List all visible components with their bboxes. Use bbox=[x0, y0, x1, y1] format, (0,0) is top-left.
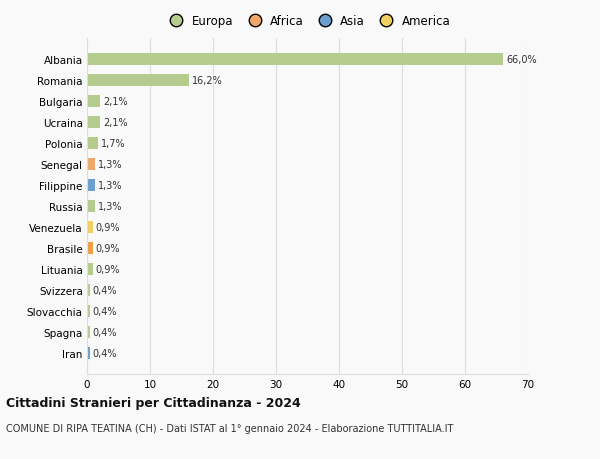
Bar bbox=[87, 180, 95, 191]
Bar bbox=[87, 306, 89, 317]
Bar bbox=[87, 285, 89, 296]
Bar bbox=[87, 138, 98, 150]
Text: 1,3%: 1,3% bbox=[98, 160, 123, 170]
Text: 66,0%: 66,0% bbox=[506, 55, 536, 65]
Bar bbox=[87, 96, 100, 107]
Text: 1,7%: 1,7% bbox=[101, 139, 125, 149]
Text: 0,9%: 0,9% bbox=[96, 243, 121, 253]
Bar bbox=[87, 75, 189, 87]
Text: 16,2%: 16,2% bbox=[192, 76, 223, 86]
Text: 1,3%: 1,3% bbox=[98, 202, 123, 212]
Bar bbox=[87, 54, 503, 66]
Text: 0,9%: 0,9% bbox=[96, 223, 121, 232]
Text: 2,1%: 2,1% bbox=[103, 118, 128, 128]
Bar bbox=[87, 326, 89, 338]
Bar bbox=[87, 117, 100, 129]
Text: 0,4%: 0,4% bbox=[92, 327, 117, 337]
Legend: Europa, Africa, Asia, America: Europa, Africa, Asia, America bbox=[161, 11, 454, 31]
Bar bbox=[87, 347, 89, 359]
Bar bbox=[87, 201, 95, 213]
Text: Cittadini Stranieri per Cittadinanza - 2024: Cittadini Stranieri per Cittadinanza - 2… bbox=[6, 396, 301, 409]
Text: 1,3%: 1,3% bbox=[98, 181, 123, 190]
Text: 0,4%: 0,4% bbox=[92, 306, 117, 316]
Text: 0,4%: 0,4% bbox=[92, 348, 117, 358]
Text: 0,4%: 0,4% bbox=[92, 285, 117, 295]
Bar bbox=[87, 222, 92, 233]
Bar bbox=[87, 263, 92, 275]
Bar bbox=[87, 159, 95, 170]
Bar bbox=[87, 243, 92, 254]
Text: 2,1%: 2,1% bbox=[103, 97, 128, 107]
Text: COMUNE DI RIPA TEATINA (CH) - Dati ISTAT al 1° gennaio 2024 - Elaborazione TUTTI: COMUNE DI RIPA TEATINA (CH) - Dati ISTAT… bbox=[6, 424, 454, 433]
Text: 0,9%: 0,9% bbox=[96, 264, 121, 274]
